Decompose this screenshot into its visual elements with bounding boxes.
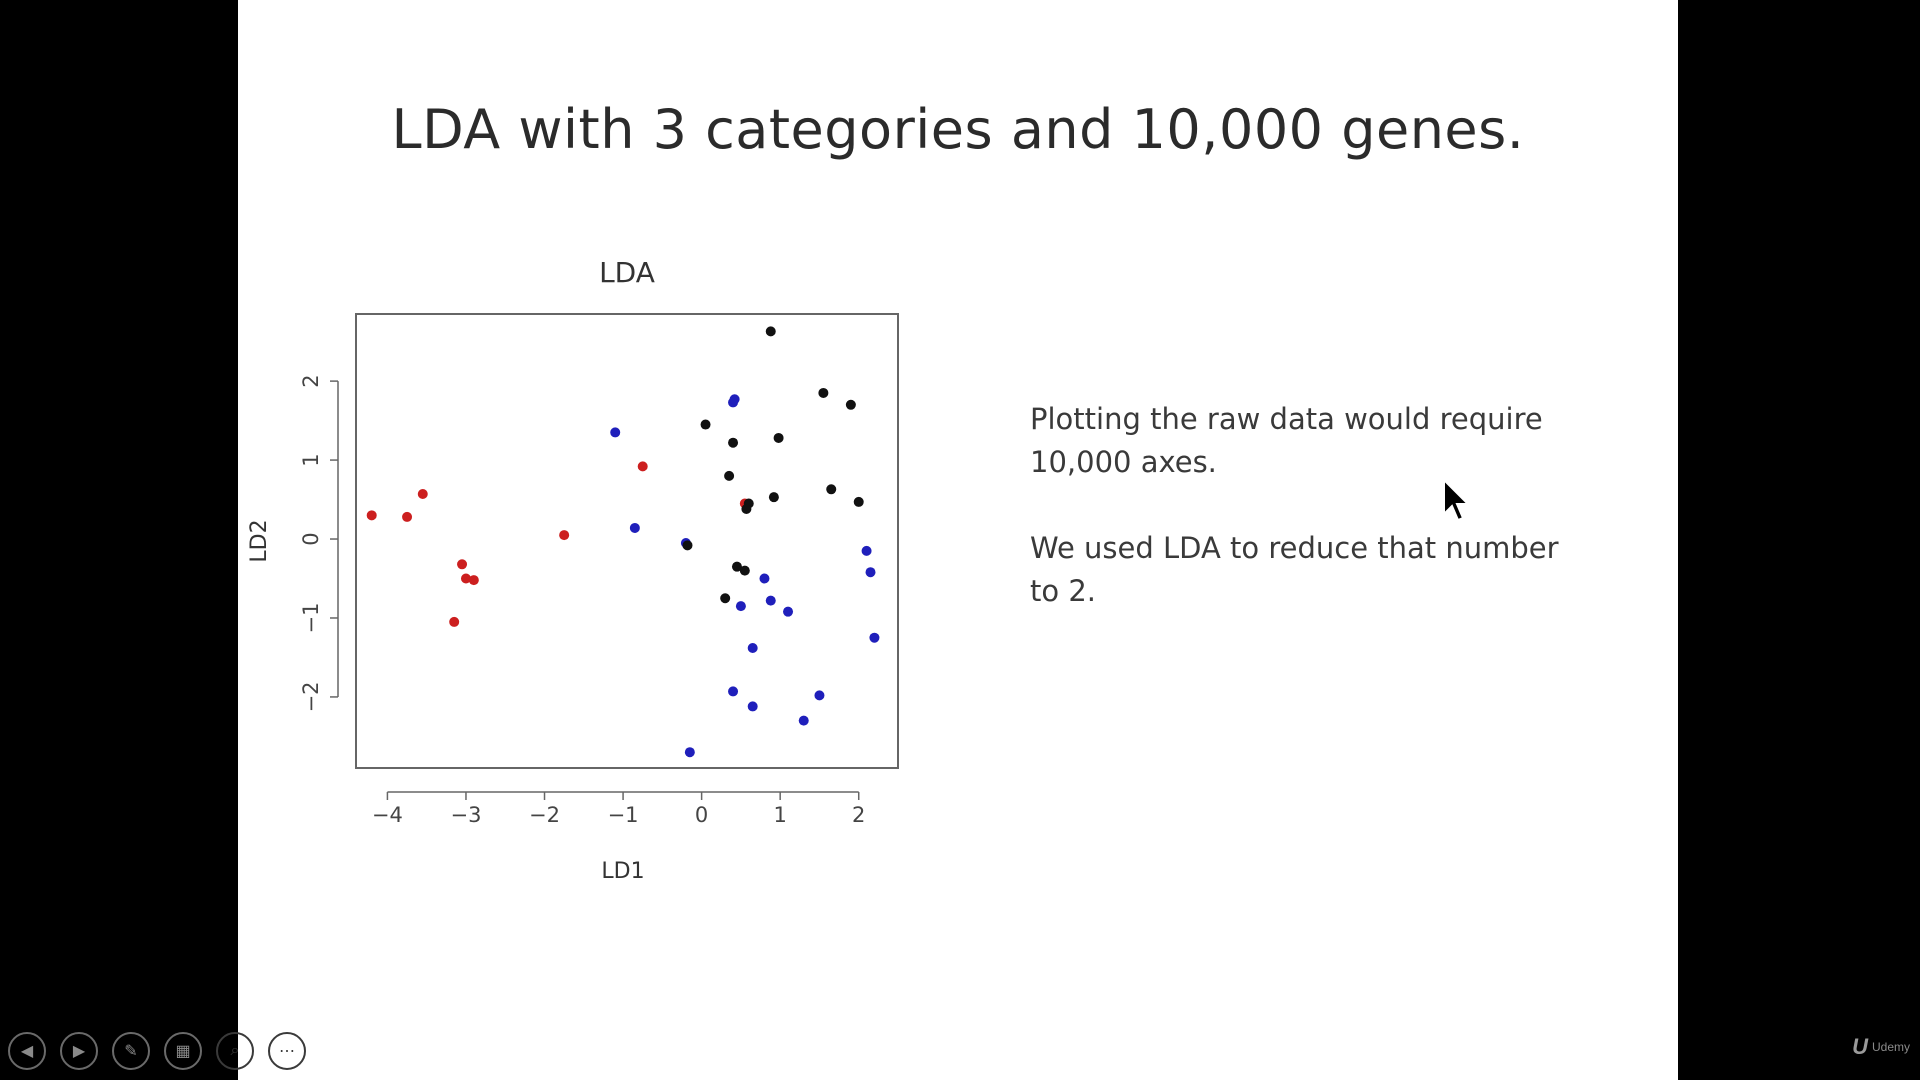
- data-point-series-3: [765, 326, 776, 337]
- data-point-series-3: [682, 540, 693, 551]
- body-paragraph-2: We used LDA to reduce that number to 2.: [1030, 531, 1559, 608]
- udemy-logo-icon: U: [1852, 1034, 1868, 1059]
- data-point-series-3: [853, 496, 864, 507]
- slides-icon: ▦: [175, 1043, 191, 1060]
- data-point-series-2: [747, 642, 758, 653]
- x-axis-title: LD1: [601, 859, 644, 884]
- more-icon: ⋯: [279, 1043, 295, 1060]
- data-point-series-1: [449, 616, 460, 627]
- data-point-series-2: [765, 595, 776, 606]
- data-point-series-2: [684, 747, 695, 758]
- x-tick-label: 1: [773, 803, 786, 827]
- zoom-button[interactable]: ⌕: [216, 1032, 254, 1070]
- x-tick-label: −2: [529, 803, 560, 827]
- data-point-series-3: [720, 593, 731, 604]
- udemy-watermark: U Udemy: [1852, 1034, 1910, 1060]
- data-point-series-3: [773, 432, 784, 443]
- plot-frame: [355, 313, 899, 769]
- presentation-toolbar: ◀ ▶ ✎ ▦ ⌕ ⋯: [8, 1032, 306, 1072]
- data-point-series-2: [629, 522, 640, 533]
- body-paragraph-1: Plotting the raw data would require 10,0…: [1030, 402, 1543, 479]
- data-point-series-2: [861, 545, 872, 556]
- data-point-series-1: [460, 573, 471, 584]
- data-point-series-3: [768, 492, 779, 503]
- y-axis-title: LD2: [247, 519, 272, 562]
- udemy-brand-name: Udemy: [1871, 1040, 1910, 1054]
- data-point-series-1: [457, 559, 468, 570]
- y-tick-label: 0: [299, 532, 323, 545]
- slide-body-text: Plotting the raw data would require 10,0…: [1030, 398, 1590, 656]
- previous-icon: ◀: [20, 1043, 34, 1060]
- data-point-series-2: [783, 606, 794, 617]
- data-point-series-2: [728, 686, 739, 697]
- y-tick-label: −1: [299, 602, 323, 633]
- data-point-series-3: [728, 437, 739, 448]
- slide: LDA with 3 categories and 10,000 genes. …: [238, 0, 1678, 1080]
- data-point-series-2: [610, 427, 621, 438]
- y-tick-label: 2: [299, 374, 323, 387]
- next-slide-button[interactable]: ▶: [60, 1032, 98, 1070]
- data-point-series-2: [735, 601, 746, 612]
- data-point-series-1: [417, 489, 428, 500]
- zoom-icon: ⌕: [230, 1042, 240, 1059]
- data-point-series-1: [402, 511, 413, 522]
- data-point-series-3: [700, 419, 711, 430]
- x-tick-label: −4: [372, 803, 403, 827]
- data-point-series-2: [869, 632, 880, 643]
- data-point-series-3: [741, 504, 752, 515]
- pen-tool-button[interactable]: ✎: [112, 1032, 150, 1070]
- data-point-series-1: [366, 510, 377, 521]
- y-tick-label: 1: [299, 453, 323, 466]
- data-point-series-2: [814, 690, 825, 701]
- data-point-series-1: [637, 461, 648, 472]
- previous-slide-button[interactable]: ◀: [8, 1032, 46, 1070]
- pen-icon: ✎: [124, 1043, 138, 1060]
- slide-title: LDA with 3 categories and 10,000 genes.: [391, 98, 1525, 161]
- data-point-series-3: [724, 470, 735, 481]
- chart-title: LDA: [599, 256, 655, 289]
- data-point-series-2: [865, 567, 876, 578]
- data-point-series-2: [759, 573, 770, 584]
- data-point-series-3: [739, 565, 750, 576]
- lda-scatter-chart: LDA −4 −3 −2 −1 0 1 2 −2 −1 0 1 2 LD1 LD2: [247, 256, 899, 884]
- data-point-series-2: [729, 394, 740, 405]
- x-tick-label: −1: [608, 803, 639, 827]
- data-point-series-3: [818, 387, 829, 398]
- next-icon: ▶: [72, 1043, 86, 1060]
- data-point-series-3: [731, 561, 742, 572]
- data-point-series-2: [798, 715, 809, 726]
- y-tick-label: −2: [299, 681, 323, 712]
- data-point-series-1: [468, 575, 479, 586]
- x-tick-label: −3: [450, 803, 481, 827]
- more-options-button[interactable]: ⋯: [268, 1032, 306, 1070]
- data-point-series-3: [826, 484, 837, 495]
- x-tick-label: 2: [852, 803, 865, 827]
- mouse-cursor-icon: [1443, 478, 1471, 522]
- data-point-series-3: [845, 399, 856, 410]
- data-point-series-2: [747, 701, 758, 712]
- x-tick-label: 0: [695, 803, 708, 827]
- see-all-slides-button[interactable]: ▦: [164, 1032, 202, 1070]
- data-point-series-1: [559, 530, 570, 541]
